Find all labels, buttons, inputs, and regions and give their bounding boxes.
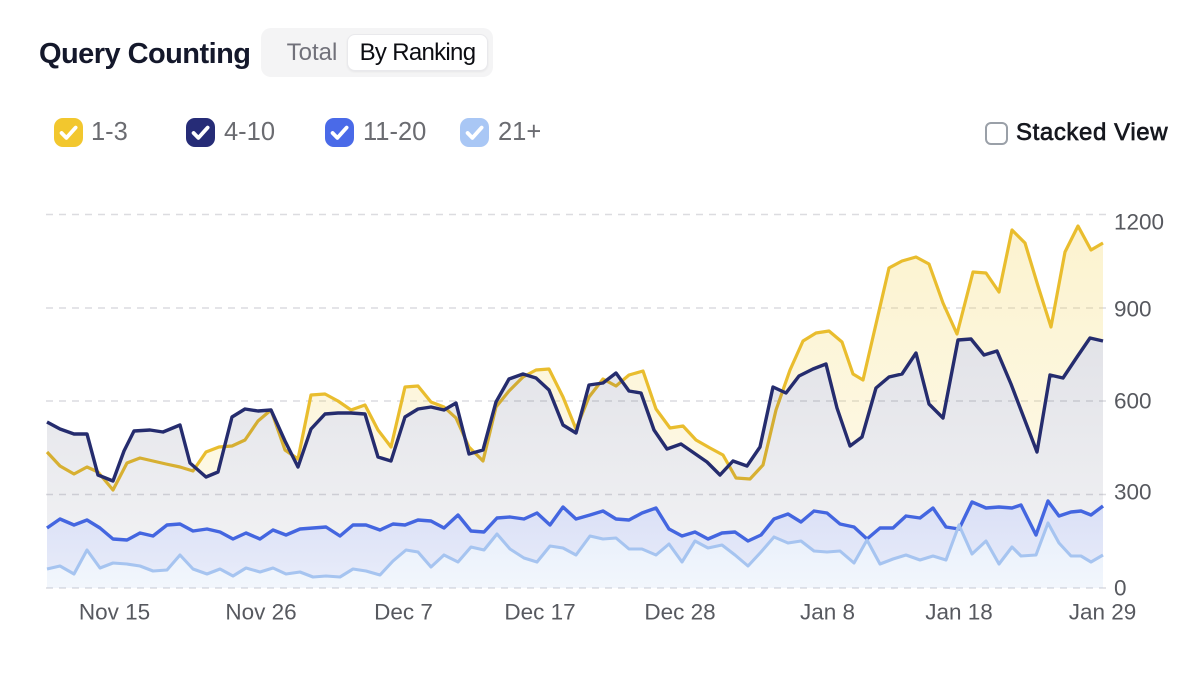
- svg-text:Nov 15: Nov 15: [79, 600, 150, 625]
- svg-text:Jan 29: Jan 29: [1069, 600, 1137, 625]
- svg-text:0: 0: [1114, 576, 1127, 601]
- svg-text:600: 600: [1114, 389, 1152, 414]
- svg-text:Jan 18: Jan 18: [925, 600, 993, 625]
- svg-text:Jan 8: Jan 8: [800, 600, 855, 625]
- svg-text:900: 900: [1114, 297, 1152, 322]
- svg-text:Dec 17: Dec 17: [504, 600, 575, 625]
- svg-text:Dec 28: Dec 28: [644, 600, 715, 625]
- svg-text:Dec 7: Dec 7: [374, 600, 433, 625]
- svg-text:300: 300: [1114, 480, 1152, 505]
- svg-text:Nov 26: Nov 26: [225, 600, 296, 625]
- svg-text:1200: 1200: [1114, 210, 1164, 235]
